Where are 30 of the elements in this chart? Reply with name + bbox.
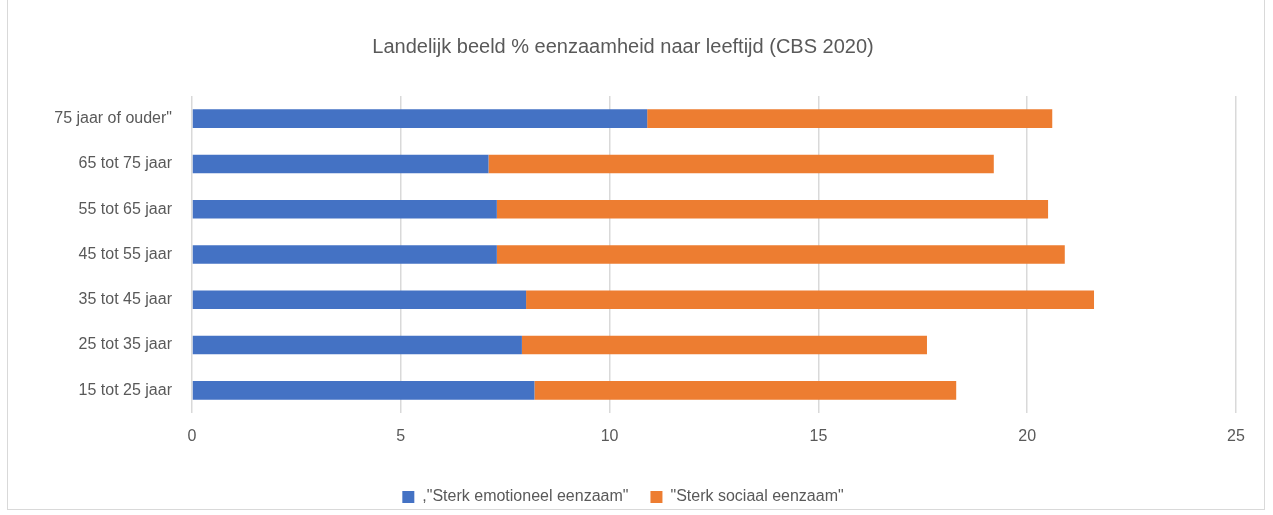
bar xyxy=(192,245,497,264)
x-tick-label: 0 xyxy=(187,427,197,445)
y-tick-label: 15 tot 25 jaar xyxy=(78,380,173,398)
x-tick-label: 5 xyxy=(396,427,406,445)
bar xyxy=(192,290,527,310)
bar xyxy=(496,245,1065,264)
bar xyxy=(192,154,489,174)
chart-title: Landelijk beeld % eenzaamheid naar leeftijd (CBS 2020) xyxy=(372,34,874,57)
bar xyxy=(526,290,1095,310)
bar xyxy=(521,335,927,355)
bar xyxy=(488,154,994,174)
bar xyxy=(534,381,957,400)
bar xyxy=(192,199,497,219)
bar xyxy=(192,109,648,128)
y-tick-label: 45 tot 55 jaar xyxy=(78,244,173,262)
x-tick-label: 10 xyxy=(600,427,619,445)
y-tick-label: 55 tot 65 jaar xyxy=(78,199,173,217)
y-tick-label: 65 tot 75 jaar xyxy=(78,154,173,172)
x-tick-label: 15 xyxy=(809,427,828,445)
bar xyxy=(192,381,535,400)
y-tick-label: 75 jaar of ouder" xyxy=(54,109,172,127)
bar xyxy=(647,109,1053,128)
x-tick-label: 25 xyxy=(1227,427,1245,445)
bar xyxy=(496,199,1049,219)
y-tick-label: 25 tot 35 jaar xyxy=(78,335,173,353)
legend-label: ,"Sterk emotioneel eenzaam" xyxy=(422,487,629,505)
y-tick-label: 35 tot 45 jaar xyxy=(78,290,173,308)
bar xyxy=(192,335,522,355)
x-tick-label: 20 xyxy=(1018,427,1037,445)
legend-label: "Sterk sociaal eenzaam" xyxy=(670,487,844,505)
